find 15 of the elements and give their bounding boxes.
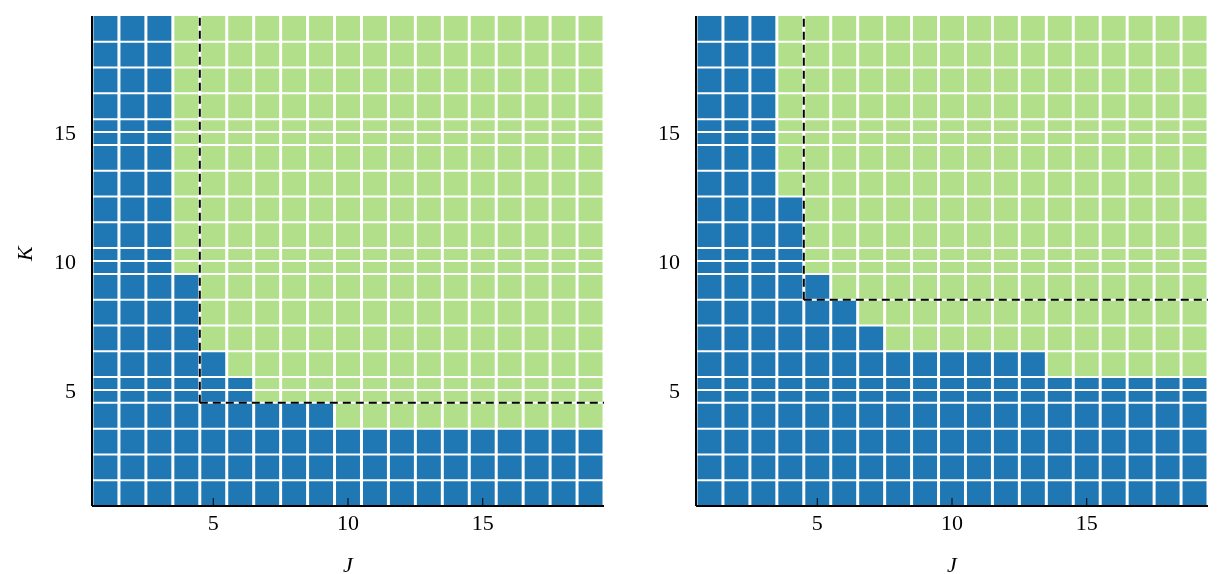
- x-tick-label: 15: [1075, 509, 1098, 535]
- x-tick-label: 5: [811, 509, 823, 535]
- y-axis-title: K: [11, 245, 37, 262]
- y-tick-label: 10: [658, 248, 680, 274]
- x-axis-title: J: [343, 552, 355, 574]
- y-tick-label: 10: [54, 248, 76, 274]
- y-tick-label: 5: [65, 377, 76, 403]
- y-tick-label: 15: [658, 119, 680, 145]
- y-tick-label: 5: [669, 377, 680, 403]
- x-tick-label: 10: [337, 509, 359, 535]
- x-tick-label: 15: [471, 509, 494, 535]
- x-axis-title: J: [947, 552, 959, 574]
- x-tick-label: 10: [941, 509, 963, 535]
- y-tick-label: 15: [54, 119, 76, 145]
- x-tick-label: 5: [207, 509, 219, 535]
